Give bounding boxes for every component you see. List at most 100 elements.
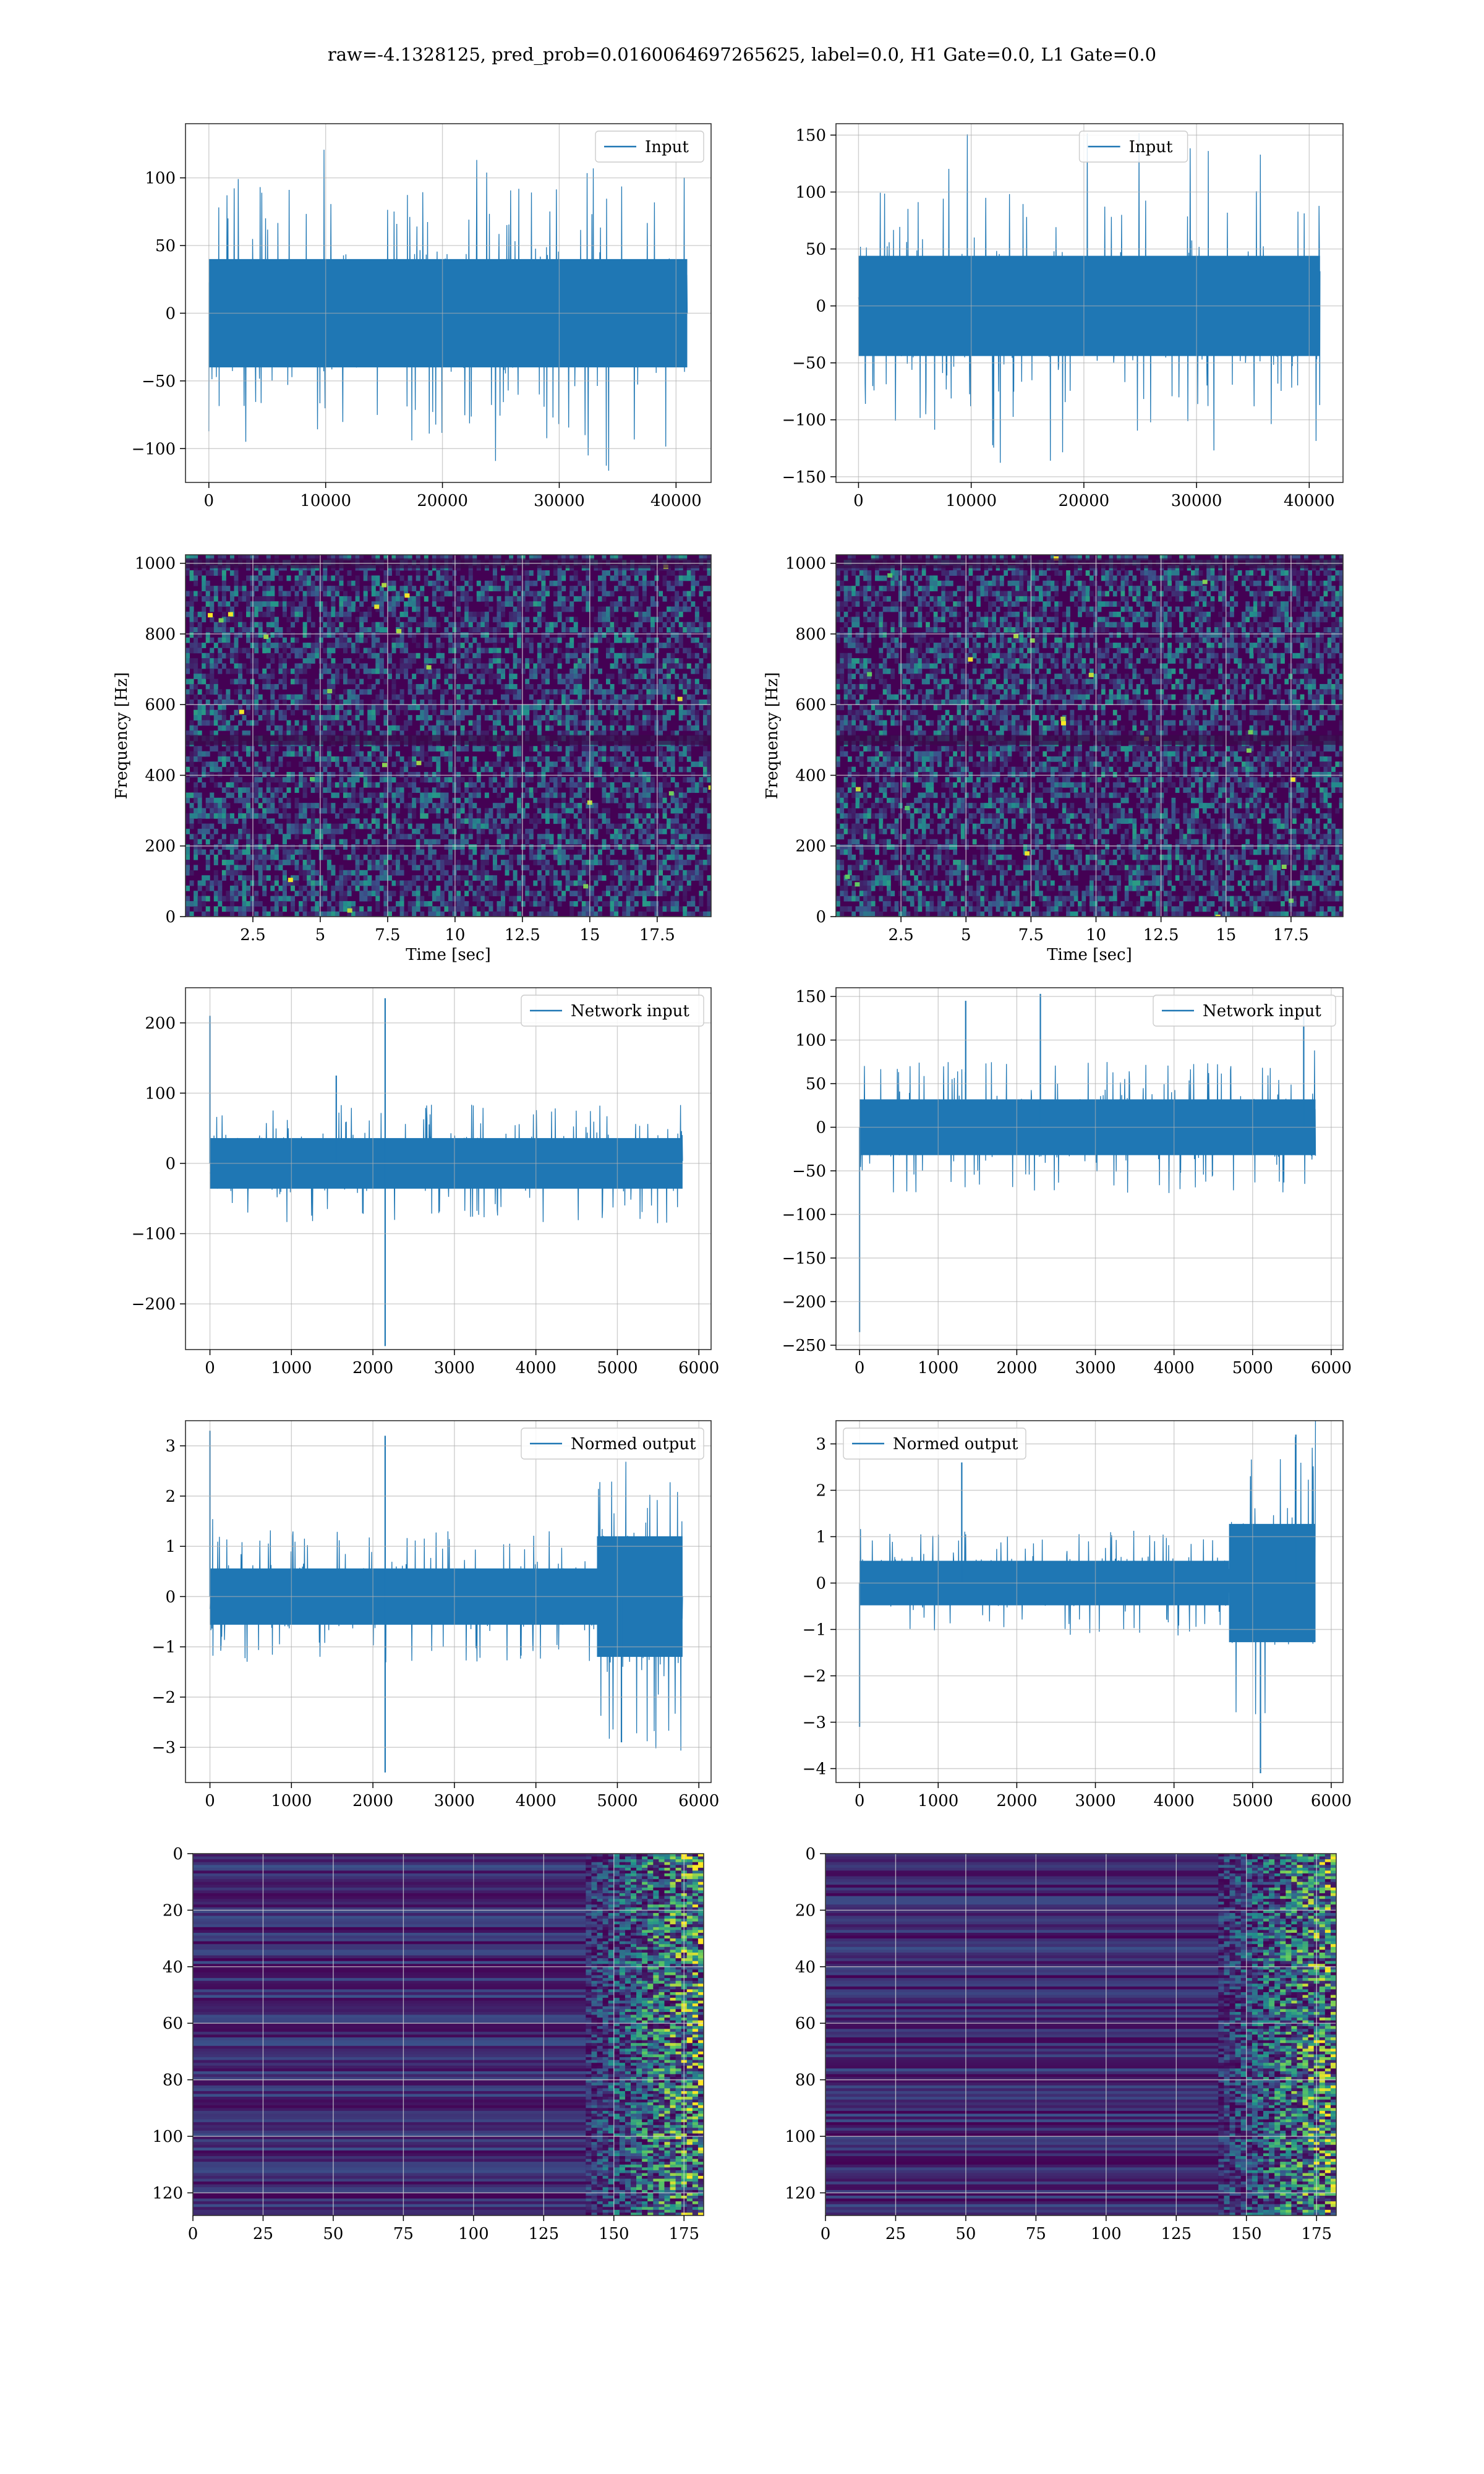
spectrogram-cell bbox=[205, 720, 210, 726]
spectrogram-cell bbox=[407, 792, 412, 798]
spectrogram-cell bbox=[545, 906, 550, 912]
spectrogram-cell bbox=[610, 870, 615, 876]
spectrogram-cell bbox=[602, 580, 607, 586]
spectrogram-cell bbox=[404, 586, 409, 591]
spectrogram-cell bbox=[379, 689, 384, 695]
spectrogram-cell bbox=[226, 813, 231, 819]
spectrogram-cell bbox=[189, 658, 194, 664]
spectrogram-cell bbox=[343, 844, 348, 850]
spectrogram-cell bbox=[299, 730, 304, 736]
spectrogram-cell bbox=[626, 709, 631, 716]
spectrogram-cell bbox=[286, 720, 291, 726]
spectrogram-cell bbox=[189, 601, 194, 607]
spectrogram-cell bbox=[226, 632, 231, 638]
spectrogram-cell bbox=[375, 694, 380, 700]
spectrogram-cell bbox=[278, 844, 283, 850]
spectrogram-cell bbox=[533, 901, 538, 907]
spectrogram-cell bbox=[501, 818, 506, 824]
spectrogram-cell bbox=[565, 678, 570, 685]
spectrogram-cell bbox=[634, 596, 639, 602]
spectrogram-cell bbox=[396, 803, 401, 808]
spectrogram-cell bbox=[525, 756, 530, 762]
spectrogram-cell bbox=[589, 844, 594, 850]
spectrogram-cell bbox=[618, 678, 623, 685]
spectrogram-cell bbox=[262, 808, 267, 814]
spectrogram-cell bbox=[351, 756, 356, 762]
spectrogram-cell bbox=[383, 772, 388, 777]
spectrogram-cell bbox=[670, 689, 675, 695]
spectrogram-cell bbox=[355, 632, 360, 638]
spectrogram-cell bbox=[355, 683, 360, 690]
spectrogram-cell bbox=[472, 782, 477, 788]
spectrogram-cell bbox=[444, 730, 449, 736]
spectrogram-cell bbox=[589, 637, 594, 643]
spectrogram-cell bbox=[310, 880, 315, 886]
spectrogram-cell bbox=[654, 860, 659, 865]
spectrogram-cell bbox=[505, 709, 510, 716]
spectrogram-cell bbox=[618, 828, 623, 834]
spectrogram-cell bbox=[202, 663, 207, 669]
spectrogram-cell bbox=[448, 803, 453, 808]
spectrogram-cell bbox=[513, 658, 518, 664]
spectrogram-cell bbox=[545, 870, 550, 876]
spectrogram-cell bbox=[654, 906, 659, 912]
spectrogram-cell bbox=[367, 860, 372, 865]
spectrogram-cell bbox=[339, 828, 344, 834]
spectrogram-cell bbox=[355, 854, 360, 860]
spectrogram-cell bbox=[505, 591, 510, 597]
spectrogram-cell bbox=[646, 772, 651, 777]
spectrogram-cell bbox=[484, 632, 489, 638]
spectrogram-cell bbox=[218, 601, 223, 607]
spectrogram-cell bbox=[497, 555, 501, 560]
spectrogram-cell bbox=[529, 746, 534, 752]
spectrogram-cell bbox=[396, 756, 401, 762]
h1-input-legend: Input bbox=[595, 131, 704, 163]
spectrogram-cell bbox=[294, 880, 299, 886]
spectrogram-cell bbox=[497, 849, 501, 855]
spectrogram-cell bbox=[351, 606, 356, 612]
spectrogram-cell bbox=[412, 637, 417, 643]
spectrogram-cell bbox=[448, 730, 453, 736]
spectrogram-cell bbox=[202, 875, 207, 881]
spectrogram-cell bbox=[229, 606, 234, 612]
spectrogram-cell bbox=[578, 911, 582, 917]
spectrogram-cell bbox=[533, 797, 538, 803]
spectrogram-cell bbox=[646, 720, 651, 726]
spectrogram-cell bbox=[197, 643, 202, 648]
spectrogram-cell bbox=[614, 570, 619, 576]
spectrogram-cell bbox=[545, 643, 550, 648]
spectrogram-cell bbox=[416, 611, 420, 617]
spectrogram-cell bbox=[614, 720, 619, 726]
spectrogram-cell bbox=[464, 668, 469, 674]
spectrogram-cell bbox=[291, 601, 296, 607]
spectrogram-cell bbox=[436, 725, 441, 731]
spectrogram-cell bbox=[302, 808, 307, 814]
spectrogram-cell bbox=[541, 746, 546, 752]
spectrogram-cell bbox=[472, 787, 477, 793]
spectrogram-cell bbox=[234, 570, 239, 576]
spectrogram-cell bbox=[480, 709, 485, 716]
spectrogram-cell bbox=[238, 787, 243, 793]
spectrogram-cell bbox=[654, 617, 659, 623]
spectrogram-cell bbox=[404, 606, 409, 612]
spectrogram-cell bbox=[626, 663, 631, 669]
spectrogram-cell bbox=[472, 689, 477, 695]
spectrogram-cell bbox=[646, 617, 651, 623]
spectrogram-cell bbox=[440, 803, 445, 808]
spectrogram-cell bbox=[622, 658, 627, 664]
spectrogram-cell bbox=[189, 813, 194, 819]
spectrogram-cell bbox=[250, 787, 255, 793]
spectrogram-cell bbox=[238, 880, 243, 886]
spectrogram-cell bbox=[205, 570, 210, 576]
spectrogram-cell bbox=[436, 896, 441, 902]
spectrogram-cell bbox=[517, 808, 522, 814]
spectrogram-cell bbox=[589, 700, 594, 705]
spectrogram-cell bbox=[359, 653, 364, 659]
spectrogram-cell bbox=[359, 797, 364, 803]
spectrogram-cell bbox=[274, 808, 279, 814]
spectrogram-cell bbox=[186, 906, 190, 912]
spectrogram-cell bbox=[331, 772, 336, 777]
spectrogram-cell bbox=[307, 896, 312, 902]
spectrogram-cell bbox=[229, 906, 234, 912]
spectrogram-cell bbox=[396, 880, 401, 886]
